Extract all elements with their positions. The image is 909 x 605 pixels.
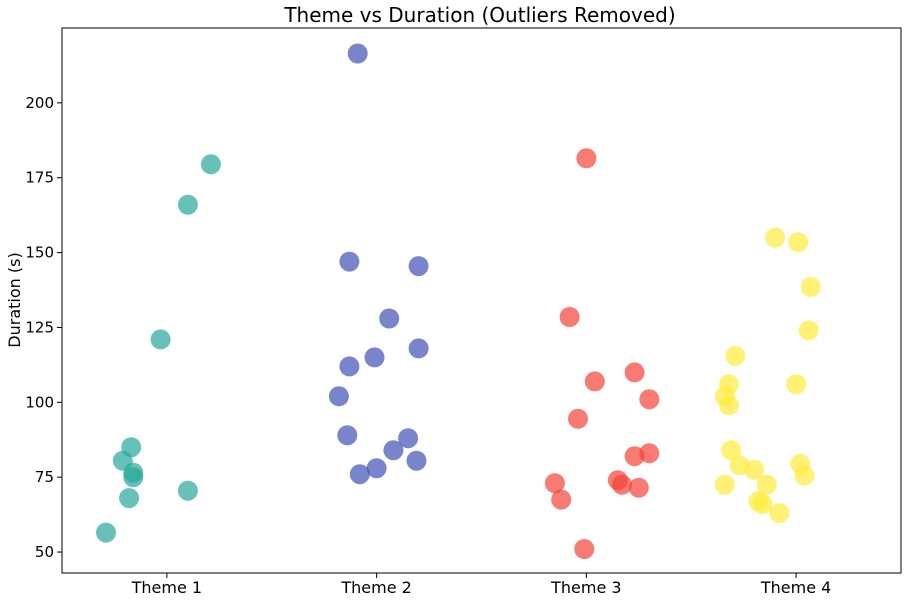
data-point-theme-2-7: [339, 356, 360, 377]
ticks-layer: 50 75 100 125 150 175 200 Theme 1 Theme 2 Theme 3…: [25, 94, 831, 597]
data-point-theme-3-14: [574, 539, 595, 559]
data-point-theme-3-13: [551, 489, 572, 510]
data-point-theme-2-11: [383, 440, 404, 461]
data-point-theme-3-6: [568, 408, 588, 429]
y-tick-label: 100: [25, 393, 54, 411]
y-axis-label: Duration (s): [5, 252, 24, 347]
data-point-theme-2-14: [349, 464, 370, 485]
plot-frame: [61, 27, 902, 574]
data-point-theme-4-13: [744, 459, 765, 480]
data-point-theme-4-3: [800, 277, 821, 297]
data-point-theme-3-2: [559, 307, 580, 327]
data-point-theme-2-9: [337, 425, 358, 446]
data-point-theme-3-1: [576, 148, 597, 169]
y-tick-label: 125: [25, 318, 54, 336]
data-point-theme-4-5: [725, 345, 746, 366]
y-tick-label: 50: [35, 543, 54, 561]
data-point-theme-3-5: [639, 389, 660, 410]
data-point-theme-2-4: [379, 308, 400, 329]
data-point-theme-1-3: [121, 437, 142, 458]
axes-layer: [61, 27, 902, 574]
y-tick-label: 175: [25, 169, 54, 187]
data-point-theme-4-16: [756, 474, 777, 495]
data-point-theme-1-1: [96, 522, 116, 543]
data-point-theme-3-10: [612, 474, 632, 495]
data-point-theme-1-5: [123, 467, 144, 488]
data-point-theme-2-8: [328, 386, 349, 407]
x-tick-label: Theme 4: [760, 578, 831, 597]
data-point-theme-4-7: [786, 374, 807, 395]
data-point-theme-4-15: [714, 474, 735, 495]
data-point-theme-2-5: [408, 338, 429, 359]
data-point-theme-2-10: [398, 428, 419, 449]
data-point-theme-2-12: [406, 450, 427, 471]
y-tick-label: 200: [25, 94, 54, 112]
data-point-theme-3-11: [628, 477, 649, 498]
data-point-theme-3-8: [639, 443, 660, 464]
data-point-theme-1-6: [119, 488, 140, 509]
data-point-theme-1-7: [150, 329, 171, 350]
data-point-theme-1-8: [177, 194, 198, 215]
data-point-theme-2-1: [347, 43, 368, 64]
chart-title: Theme vs Duration (Outliers Removed): [283, 3, 675, 27]
data-point-theme-2-2: [339, 251, 360, 272]
data-point-theme-4-4: [798, 320, 819, 341]
data-point-theme-4-1: [765, 227, 786, 248]
data-point-theme-3-3: [624, 362, 645, 383]
data-point-theme-2-13: [366, 458, 387, 479]
data-point-theme-2-3: [408, 256, 429, 277]
data-point-theme-2-6: [364, 347, 385, 368]
data-point-theme-4-10: [721, 440, 742, 461]
x-tick-label: Theme 2: [340, 578, 411, 597]
data-point-theme-3-4: [584, 371, 605, 392]
x-tick-label: Theme 3: [550, 578, 621, 597]
data-point-theme-4-2: [788, 232, 809, 253]
x-tick-label: Theme 1: [131, 578, 202, 597]
y-tick-label: 150: [25, 244, 54, 262]
data-point-theme-1-10: [200, 154, 221, 175]
y-tick-label: 75: [35, 468, 54, 486]
data-point-theme-4-19: [769, 503, 790, 524]
data-point-theme-3-12: [544, 473, 565, 494]
data-point-theme-4-9: [719, 395, 739, 416]
data-point-theme-1-9: [177, 480, 198, 501]
points-layer: [96, 43, 821, 559]
data-point-theme-4-18: [752, 494, 773, 515]
data-point-theme-4-14: [794, 465, 815, 486]
